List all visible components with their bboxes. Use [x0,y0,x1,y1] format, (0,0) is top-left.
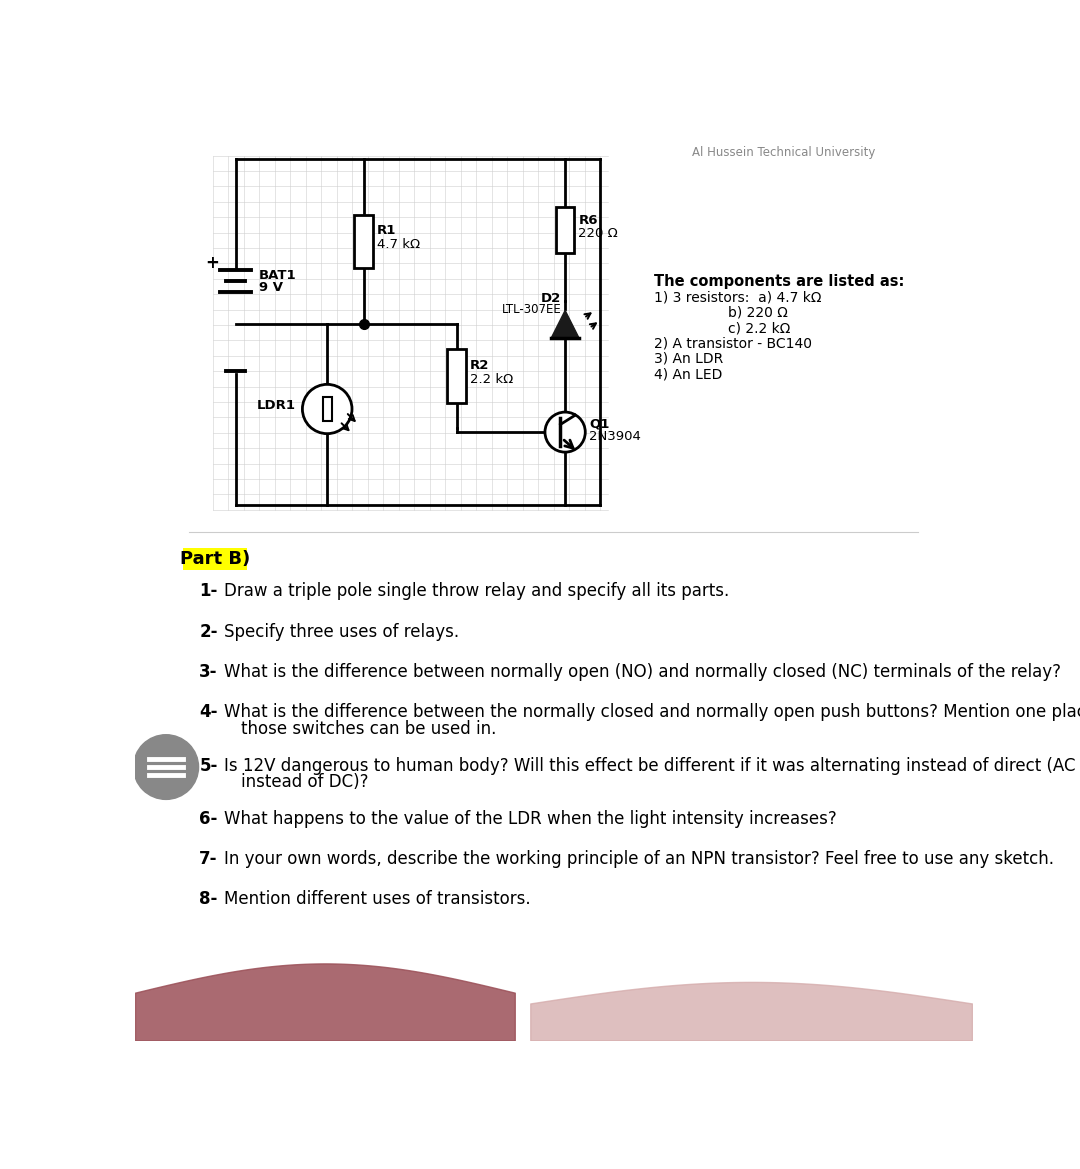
Text: What is the difference between the normally closed and normally open push button: What is the difference between the norma… [225,703,1080,720]
Text: 2N3904: 2N3904 [590,430,642,443]
Text: 7-: 7- [200,851,218,869]
Text: 8-: 8- [200,891,218,908]
Text: Mention different uses of transistors.: Mention different uses of transistors. [225,891,530,908]
Text: 6-: 6- [200,810,218,829]
Bar [354,215,373,269]
Text: 5-: 5- [200,756,218,775]
Text: Draw a triple pole single throw relay and specify all its parts.: Draw a triple pole single throw relay an… [225,582,729,601]
Text: Al Hussein Technical University: Al Hussein Technical University [692,146,875,159]
Circle shape [545,413,585,452]
Text: R2: R2 [470,359,489,372]
Bar [556,207,575,253]
Text: Specify three uses of relays.: Specify three uses of relays. [225,623,459,641]
Text: 1) 3 resistors:  a) 4.7 kΩ: 1) 3 resistors: a) 4.7 kΩ [654,290,822,304]
Text: D2: D2 [541,292,562,305]
Circle shape [302,385,352,434]
Text: instead of DC)?: instead of DC)? [241,774,368,791]
Polygon shape [551,311,579,338]
Text: LDR1: LDR1 [257,399,296,411]
FancyBboxPatch shape [183,548,246,570]
Text: 2-: 2- [200,623,218,641]
Text: The components are listed as:: The components are listed as: [654,275,905,290]
Text: R6: R6 [578,214,598,227]
Text: 4) An LED: 4) An LED [654,367,723,381]
Circle shape [134,735,199,800]
Text: 4.7 kΩ: 4.7 kΩ [377,238,420,251]
Text: those switches can be used in.: those switches can be used in. [241,720,497,738]
Text: BAT1: BAT1 [259,269,297,282]
Text: Is 12V dangerous to human body? Will this effect be different if it was alternat: Is 12V dangerous to human body? Will thi… [225,756,1076,775]
Text: 3-: 3- [200,663,218,680]
Text: 2) A transistor - BC140: 2) A transistor - BC140 [654,337,812,351]
Text: What happens to the value of the LDR when the light intensity increases?: What happens to the value of the LDR whe… [225,810,837,829]
Text: 1-: 1- [200,582,218,601]
Text: Part B): Part B) [179,551,249,568]
Text: 3) An LDR: 3) An LDR [654,352,724,366]
Text: c) 2.2 kΩ: c) 2.2 kΩ [728,321,791,336]
Text: In your own words, describe the working principle of an NPN transistor? Feel fre: In your own words, describe the working … [225,851,1054,869]
Text: R1: R1 [377,224,396,237]
Text: 4-: 4- [200,703,218,720]
Text: What is the difference between normally open (NO) and normally closed (NC) termi: What is the difference between normally … [225,663,1062,680]
Bar [447,350,465,403]
Text: 2.2 kΩ: 2.2 kΩ [470,373,513,386]
Text: b) 220 Ω: b) 220 Ω [728,306,787,320]
Text: LTL-307EE: LTL-307EE [501,303,562,316]
Text: 220 Ω: 220 Ω [578,227,618,241]
Text: +: + [205,254,219,271]
Text: 9 V: 9 V [259,281,283,293]
Text: Q1: Q1 [590,417,609,431]
Bar [323,396,332,421]
